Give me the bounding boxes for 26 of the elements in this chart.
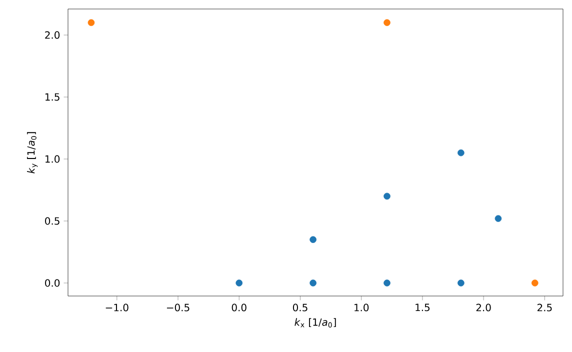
x-tick-label: −0.5 — [166, 304, 190, 312]
y-tick-label: 1.5 — [45, 93, 60, 101]
point — [310, 280, 316, 286]
point — [458, 280, 464, 286]
y-tick-label: 0.5 — [45, 217, 60, 225]
point — [310, 236, 316, 243]
point — [458, 149, 464, 156]
point — [532, 280, 538, 286]
x-tick-label: 0.5 — [292, 304, 308, 312]
x-tick-label: 0.0 — [232, 304, 246, 312]
x-tick-label: −1.0 — [106, 304, 128, 312]
x-axis-title: k$_{x}$ [1/a$_{0}$] — [294, 318, 336, 328]
y-tick-label: 0.0 — [45, 279, 60, 287]
point — [88, 19, 95, 26]
point — [236, 280, 243, 286]
point — [494, 215, 502, 222]
y-tick-label: 2.0 — [45, 31, 60, 39]
point — [384, 192, 390, 200]
x-tick-label: 1.0 — [354, 304, 369, 312]
x-tick-label: 1.5 — [416, 304, 430, 312]
y-tick-label: 1.0 — [45, 155, 60, 163]
x-tick-label: 2.0 — [476, 304, 491, 312]
y-axis-title: k$_{y}$ [1/a$_{0}$] — [27, 132, 38, 174]
x-tick-label: 2.5 — [537, 304, 552, 312]
point — [384, 19, 390, 26]
point — [384, 280, 390, 286]
